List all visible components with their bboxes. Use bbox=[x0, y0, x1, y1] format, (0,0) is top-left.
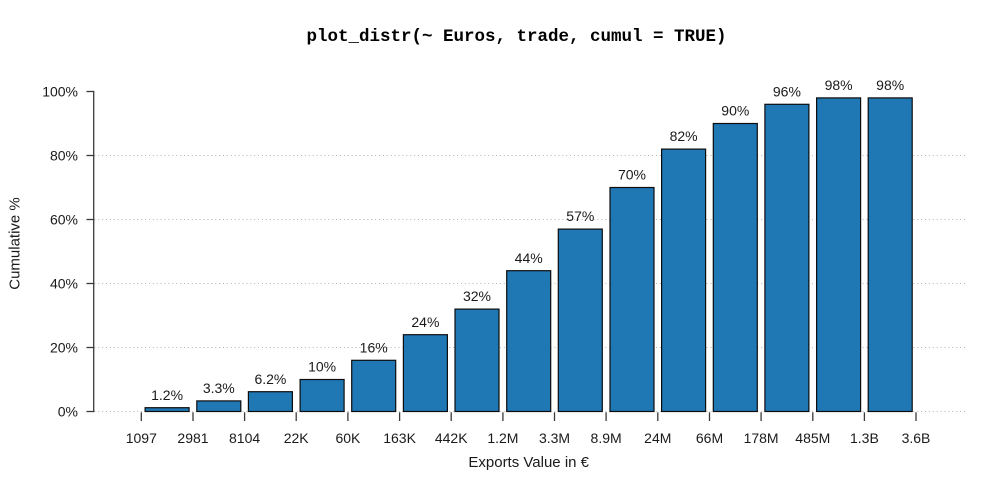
svg-text:3.3%: 3.3% bbox=[203, 380, 235, 396]
svg-text:Exports Value in €: Exports Value in € bbox=[468, 454, 589, 471]
svg-text:1.2M: 1.2M bbox=[487, 430, 518, 446]
svg-text:82%: 82% bbox=[670, 128, 698, 144]
svg-text:8.9M: 8.9M bbox=[591, 430, 622, 446]
svg-text:24%: 24% bbox=[411, 314, 439, 330]
svg-text:60K: 60K bbox=[335, 430, 361, 446]
svg-text:66M: 66M bbox=[696, 430, 723, 446]
svg-text:10%: 10% bbox=[308, 359, 336, 375]
svg-text:178M: 178M bbox=[744, 430, 779, 446]
svg-text:22K: 22K bbox=[284, 430, 310, 446]
svg-text:0%: 0% bbox=[58, 404, 78, 420]
svg-text:1.2%: 1.2% bbox=[151, 387, 183, 403]
svg-text:57%: 57% bbox=[566, 208, 594, 224]
svg-text:32%: 32% bbox=[463, 288, 491, 304]
svg-text:Cumulative %: Cumulative % bbox=[7, 197, 24, 290]
svg-text:plot_distr(~ Euros, trade, cum: plot_distr(~ Euros, trade, cumul = TRUE) bbox=[306, 27, 726, 47]
svg-text:40%: 40% bbox=[50, 276, 78, 292]
svg-text:24M: 24M bbox=[644, 430, 671, 446]
svg-text:442K: 442K bbox=[435, 430, 468, 446]
svg-text:44%: 44% bbox=[515, 250, 543, 266]
svg-text:163K: 163K bbox=[383, 430, 416, 446]
svg-text:98%: 98% bbox=[825, 77, 853, 93]
svg-text:16%: 16% bbox=[360, 339, 388, 355]
svg-text:1.3B: 1.3B bbox=[850, 430, 879, 446]
svg-text:3.6B: 3.6B bbox=[902, 430, 931, 446]
svg-text:90%: 90% bbox=[721, 103, 749, 119]
svg-text:485M: 485M bbox=[795, 430, 830, 446]
svg-text:20%: 20% bbox=[50, 340, 78, 356]
svg-text:2981: 2981 bbox=[177, 430, 208, 446]
svg-text:98%: 98% bbox=[876, 77, 904, 93]
svg-text:6.2%: 6.2% bbox=[254, 371, 286, 387]
svg-text:100%: 100% bbox=[42, 84, 78, 100]
svg-text:3.3M: 3.3M bbox=[539, 430, 570, 446]
svg-text:80%: 80% bbox=[50, 148, 78, 164]
svg-text:1097: 1097 bbox=[126, 430, 157, 446]
svg-text:60%: 60% bbox=[50, 212, 78, 228]
svg-text:8104: 8104 bbox=[229, 430, 260, 446]
svg-text:96%: 96% bbox=[773, 83, 801, 99]
svg-text:70%: 70% bbox=[618, 167, 646, 183]
